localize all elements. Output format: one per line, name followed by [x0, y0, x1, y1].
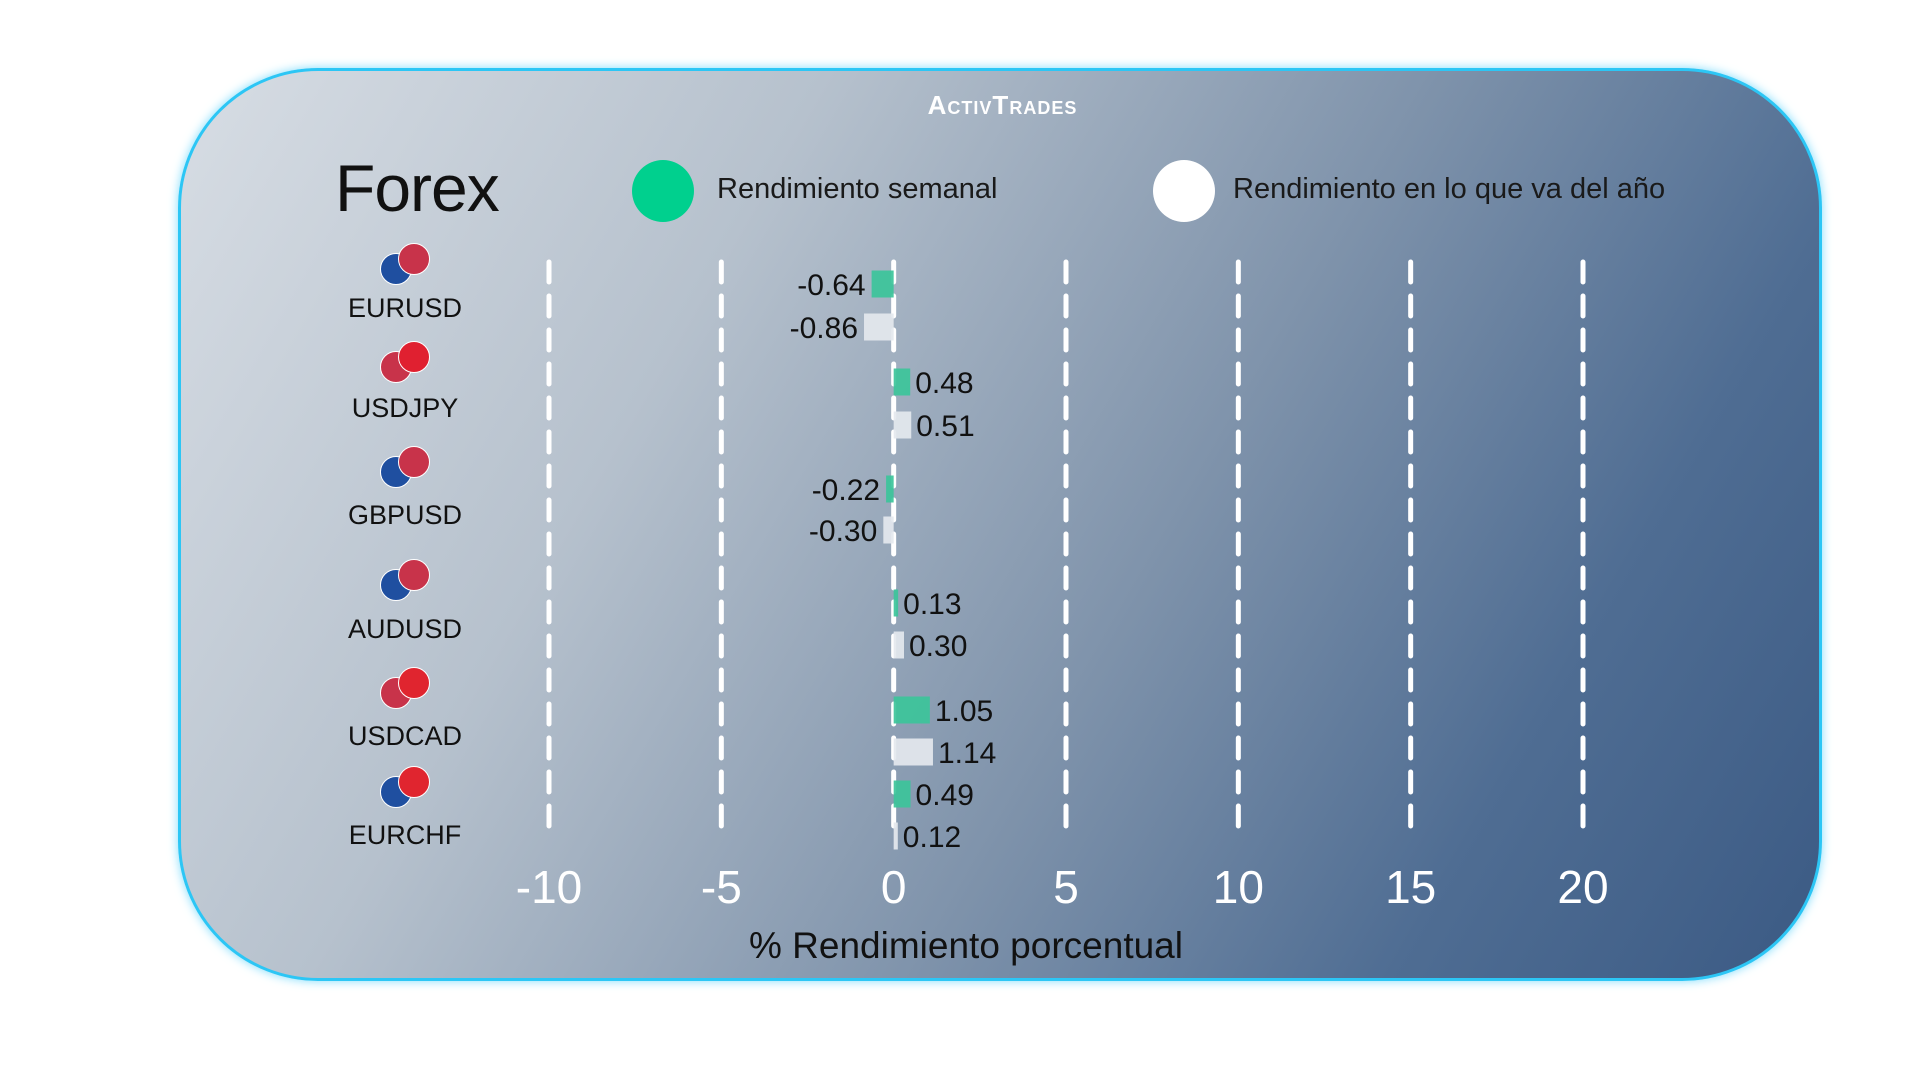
bar-usdcad-ytd — [893, 738, 933, 766]
bar-audusd-ytd — [893, 631, 905, 659]
data-label: -0.64 — [797, 269, 865, 302]
data-label: -0.22 — [812, 474, 880, 507]
category-label: AUDUSD — [347, 614, 462, 644]
x-tick-label: -10 — [516, 861, 582, 913]
flag-icon-eurusd — [376, 243, 434, 285]
flag-icon-usdcad — [376, 667, 434, 709]
data-label: 0.30 — [909, 630, 967, 663]
x-tick-label: 15 — [1385, 861, 1436, 913]
bar-eurchf-ytd — [893, 822, 898, 850]
bar-eurchf-weekly — [893, 780, 911, 808]
chart-card — [178, 68, 1822, 981]
data-label: 1.14 — [938, 737, 996, 770]
flag-icon-usdjpy — [376, 341, 434, 383]
data-label: -0.86 — [790, 312, 858, 345]
data-label: 0.12 — [903, 821, 961, 854]
legend-weekly-dot — [632, 160, 694, 222]
x-axis-title: % Rendimiento porcentual — [749, 925, 1183, 966]
x-tick-label: 0 — [881, 861, 907, 913]
category-label: USDJPY — [351, 393, 459, 423]
data-label: 0.48 — [915, 367, 973, 400]
category-label: EURCHF — [348, 820, 462, 850]
data-label: -0.30 — [809, 515, 877, 548]
category-label: USDCAD — [347, 721, 462, 751]
data-label: 0.51 — [916, 410, 974, 443]
bar-usdjpy-ytd — [893, 411, 912, 439]
bar-gbpusd-weekly — [886, 475, 894, 503]
data-label: 1.05 — [935, 695, 993, 728]
page-title: Forex — [335, 151, 500, 225]
activtrades-logo: ActivTrades — [927, 90, 1078, 120]
x-tick-label: 5 — [1053, 861, 1079, 913]
bar-eurusd-ytd — [864, 313, 894, 341]
x-tick-label: 10 — [1213, 861, 1264, 913]
bar-gbpusd-ytd — [883, 516, 894, 544]
x-tick-label: 20 — [1557, 861, 1608, 913]
legend-weekly-label: Rendimiento semanal — [717, 173, 998, 205]
bar-eurusd-weekly — [871, 270, 894, 298]
legend-ytd-dot — [1153, 160, 1215, 222]
flag-icon-gbpusd — [376, 446, 434, 488]
legend-ytd-label: Rendimiento en lo que va del año — [1233, 173, 1666, 205]
flag-icon-eurchf — [376, 766, 434, 808]
bar-usdcad-weekly — [893, 696, 930, 724]
x-tick-label: -5 — [701, 861, 742, 913]
flag-icon-audusd — [376, 559, 434, 601]
data-label: 0.49 — [916, 779, 974, 812]
bar-usdjpy-weekly — [893, 368, 911, 396]
data-label: 0.13 — [903, 588, 961, 621]
bar-audusd-weekly — [893, 589, 899, 617]
category-label: EURUSD — [347, 293, 462, 323]
category-label: GBPUSD — [347, 500, 463, 530]
